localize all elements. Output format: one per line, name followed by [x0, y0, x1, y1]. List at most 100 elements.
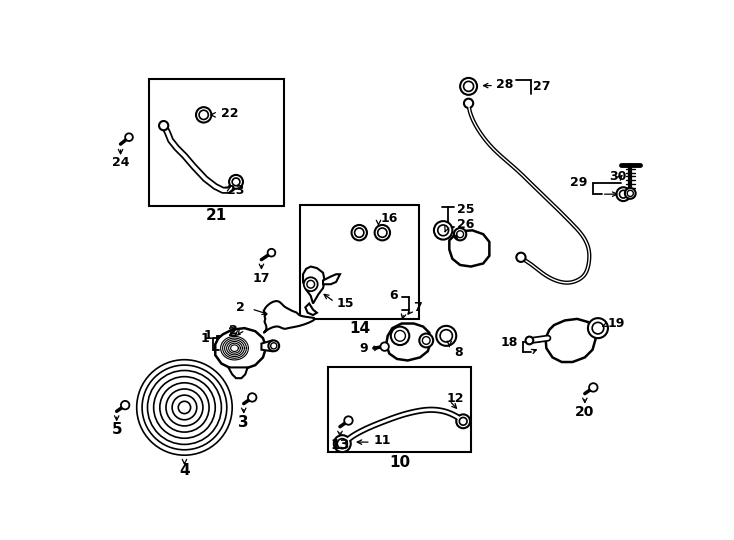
Circle shape [142, 365, 227, 450]
Circle shape [459, 417, 467, 425]
Text: 21: 21 [206, 208, 227, 223]
Circle shape [619, 190, 627, 198]
Polygon shape [303, 267, 324, 303]
Circle shape [516, 253, 526, 262]
Text: 2: 2 [228, 326, 236, 339]
Circle shape [160, 383, 209, 432]
Text: 15: 15 [337, 297, 355, 310]
Text: 24: 24 [112, 156, 129, 169]
Circle shape [460, 78, 477, 95]
Circle shape [464, 82, 473, 91]
Text: 2: 2 [236, 301, 244, 314]
Circle shape [380, 342, 389, 351]
Circle shape [457, 231, 464, 238]
Polygon shape [305, 303, 317, 315]
Text: 14: 14 [349, 321, 370, 336]
Circle shape [422, 336, 430, 345]
Circle shape [390, 327, 410, 345]
Circle shape [627, 190, 633, 197]
Circle shape [395, 330, 405, 341]
Polygon shape [545, 319, 595, 362]
Circle shape [166, 389, 203, 426]
Polygon shape [386, 323, 431, 361]
Text: 12: 12 [446, 392, 464, 404]
Circle shape [344, 416, 353, 425]
Circle shape [304, 278, 318, 291]
Circle shape [355, 228, 364, 237]
Circle shape [419, 334, 433, 347]
Polygon shape [227, 341, 242, 355]
Text: 5: 5 [112, 422, 122, 437]
Circle shape [199, 110, 208, 119]
Circle shape [526, 336, 534, 345]
Circle shape [436, 326, 457, 346]
Text: 25: 25 [457, 203, 474, 216]
Text: 16: 16 [381, 212, 398, 225]
Polygon shape [221, 336, 248, 360]
Circle shape [617, 187, 631, 201]
Polygon shape [222, 338, 247, 358]
Text: 13: 13 [330, 438, 349, 452]
Polygon shape [264, 301, 315, 333]
Circle shape [229, 175, 243, 189]
Circle shape [307, 280, 315, 288]
Circle shape [196, 107, 211, 123]
Text: 10: 10 [389, 455, 410, 470]
Circle shape [148, 370, 222, 444]
Text: 22: 22 [221, 107, 238, 120]
Text: 1: 1 [200, 332, 209, 345]
Circle shape [352, 225, 367, 240]
Circle shape [457, 414, 470, 428]
Text: 23: 23 [227, 184, 244, 197]
Bar [328, 367, 471, 452]
Circle shape [338, 438, 347, 449]
Text: 3: 3 [239, 415, 249, 430]
Circle shape [268, 249, 275, 256]
Polygon shape [225, 340, 244, 356]
Text: 20: 20 [575, 405, 595, 419]
Circle shape [269, 340, 279, 351]
Polygon shape [449, 231, 490, 267]
Circle shape [334, 435, 351, 452]
Text: 9: 9 [359, 342, 368, 355]
Text: 1: 1 [203, 329, 212, 342]
Polygon shape [230, 345, 239, 352]
Circle shape [248, 393, 256, 402]
Text: 18: 18 [501, 335, 518, 348]
Text: 29: 29 [570, 176, 587, 189]
Circle shape [232, 178, 240, 186]
Polygon shape [323, 274, 340, 284]
Text: 26: 26 [457, 218, 474, 231]
Circle shape [588, 318, 608, 338]
Circle shape [374, 225, 390, 240]
Circle shape [440, 330, 452, 342]
Text: 19: 19 [608, 317, 625, 330]
Polygon shape [215, 328, 266, 369]
Polygon shape [261, 340, 277, 351]
Text: 2: 2 [229, 324, 238, 337]
Text: 7: 7 [413, 301, 422, 314]
Bar [300, 205, 419, 319]
Circle shape [172, 395, 197, 420]
Text: 28: 28 [496, 78, 514, 91]
Circle shape [153, 377, 215, 438]
Circle shape [137, 360, 232, 455]
Circle shape [178, 401, 191, 414]
Text: 11: 11 [373, 434, 390, 447]
Circle shape [126, 133, 133, 141]
Text: 30: 30 [608, 170, 626, 183]
Circle shape [434, 221, 452, 240]
Circle shape [454, 228, 466, 240]
Text: 6: 6 [389, 288, 398, 301]
Circle shape [121, 401, 129, 409]
Polygon shape [228, 367, 247, 378]
Text: 4: 4 [179, 463, 190, 478]
Circle shape [589, 383, 597, 392]
Bar [149, 79, 284, 206]
Circle shape [378, 228, 387, 237]
Text: 8: 8 [454, 346, 462, 359]
Text: 27: 27 [534, 80, 550, 93]
Circle shape [625, 188, 636, 199]
Circle shape [592, 322, 603, 334]
Circle shape [464, 99, 473, 108]
